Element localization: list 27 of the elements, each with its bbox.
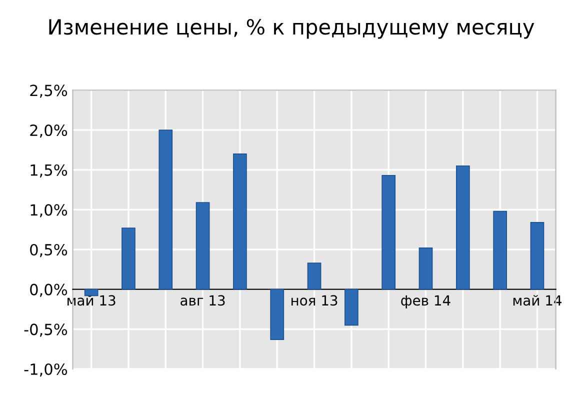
bar	[493, 210, 507, 290]
bar	[344, 288, 358, 326]
x-tick-label: ноя 13	[292, 295, 338, 306]
y-tick-label: -0,5%	[24, 324, 68, 337]
bar	[196, 202, 210, 290]
x-tick-label: май 14	[513, 294, 562, 306]
bar	[418, 248, 433, 290]
bar	[122, 228, 136, 290]
y-tick-label: 2,5%	[30, 84, 68, 98]
y-tick-label: 2,0%	[30, 124, 68, 138]
chart-title: Изменение цены, % к предыдущему месяцу	[49, 18, 534, 39]
bar	[270, 288, 284, 340]
y-tick-label: 0,0%	[30, 284, 68, 297]
y-tick-label: 0,5%	[30, 244, 68, 258]
y-tick-label: 1,0%	[30, 204, 68, 218]
y-tick-label: 1,5%	[30, 164, 68, 178]
bar	[456, 165, 470, 290]
bar	[84, 288, 98, 296]
bar	[382, 175, 396, 290]
x-tick-label: авг 13	[180, 295, 225, 306]
bar	[158, 130, 173, 290]
x-tick-label: фев 14	[401, 295, 450, 308]
x-tick-label: май 13	[68, 294, 116, 306]
bar	[233, 154, 247, 290]
bar	[530, 222, 544, 290]
y-tick-label: -1,0%	[24, 363, 68, 377]
bar	[307, 262, 322, 290]
